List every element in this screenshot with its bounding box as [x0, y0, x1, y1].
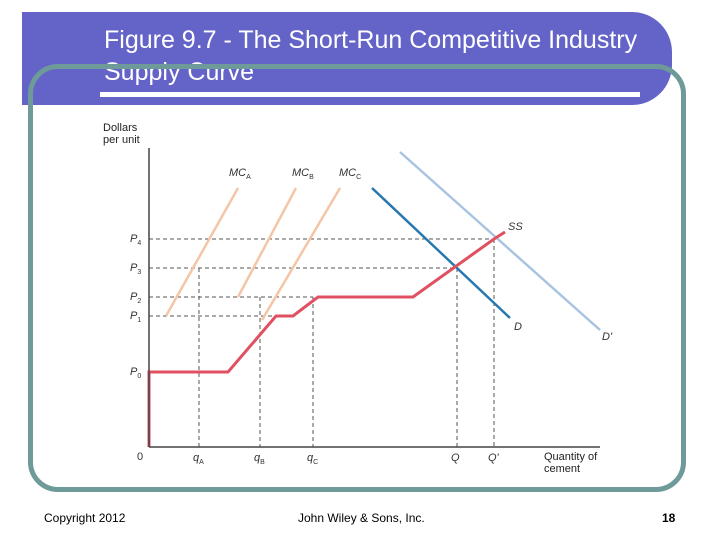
footer-publisher: John Wiley & Sons, Inc. [298, 511, 425, 525]
x-axis-title: Quantity of cement [544, 451, 598, 475]
mc-a-curve [164, 187, 240, 317]
price-label: P2 [130, 291, 141, 305]
price-label: P3 [130, 262, 141, 276]
guide-lines [149, 238, 495, 447]
mc-c-curve [260, 187, 342, 321]
curve-label: D' [602, 331, 613, 343]
origin-label: 0 [137, 451, 143, 463]
industry-supply-curve [147, 230, 506, 447]
price-label: P1 [130, 310, 141, 324]
curve-label: MCA [229, 167, 251, 181]
quantity-label: Q [451, 452, 460, 464]
curve-label: SS [508, 221, 523, 233]
curves [147, 151, 601, 447]
mc-b-curve [236, 187, 298, 298]
axes [148, 148, 600, 448]
slide-title: Figure 9.7 - The Short-Run Competitive I… [104, 26, 638, 86]
demand-curve [371, 187, 511, 319]
curve-label: D [514, 321, 522, 333]
quantity-label: qA [193, 452, 204, 466]
labels: Dollars per unit Quantity of cement 0 P4 P3 P2 P… [103, 122, 613, 475]
quantity-label: Q' [488, 452, 500, 464]
price-label: P4 [130, 233, 141, 247]
curve-label: MCC [339, 167, 361, 181]
footer-copyright: Copyright 2012 [44, 511, 126, 525]
curve-label: MCB [292, 167, 314, 181]
quantity-label: qC [307, 452, 318, 466]
content-frame [28, 64, 686, 492]
quantity-label: qB [254, 452, 265, 466]
page-number: 18 [662, 511, 676, 525]
price-label: P0 [130, 366, 141, 380]
demand-shifted-curve [399, 151, 601, 331]
title-banner [22, 12, 672, 105]
title-underline [100, 92, 640, 97]
y-axis-title: Dollars per unit [103, 122, 140, 146]
